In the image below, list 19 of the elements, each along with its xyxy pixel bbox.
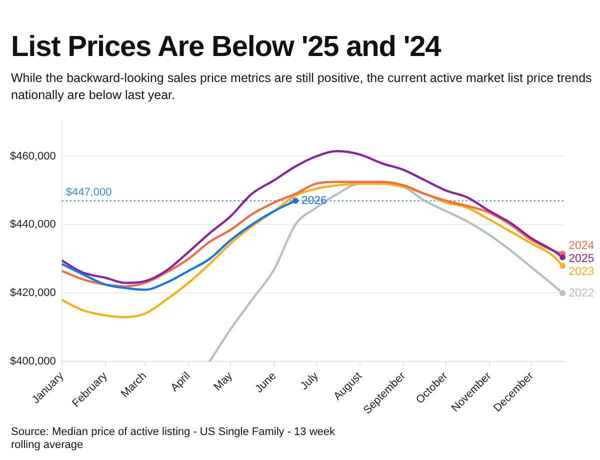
y-tick-label: $420,000 xyxy=(10,287,56,300)
point xyxy=(560,262,566,269)
y-tick-label: $400,000 xyxy=(10,356,56,368)
series-label: 2025 xyxy=(568,253,594,266)
point xyxy=(560,290,566,296)
y-tick-label: $460,000 xyxy=(10,150,56,162)
series-label: 2024 xyxy=(568,240,595,252)
point xyxy=(560,254,566,260)
source-note: Source: Median price of active listing - US Single Family - 13 week rolling average xyxy=(11,426,336,452)
series-label: 2023 xyxy=(568,266,594,278)
chart-title: List Prices Are Below '25 and '24 xyxy=(11,30,441,64)
series-label: 2026 xyxy=(301,194,327,207)
y-tick-label: $440,000 xyxy=(10,218,56,231)
x-tick-label: July xyxy=(298,370,322,392)
series-label: 2022 xyxy=(568,287,594,300)
x-tick-label: May xyxy=(212,370,236,394)
point xyxy=(292,198,298,204)
ref-line-label: $447,000 xyxy=(66,186,112,198)
chart-subtitle: While the backward-looking sales price metrics are still positive, the current active market list price trends nationally are below last year. xyxy=(11,70,593,104)
